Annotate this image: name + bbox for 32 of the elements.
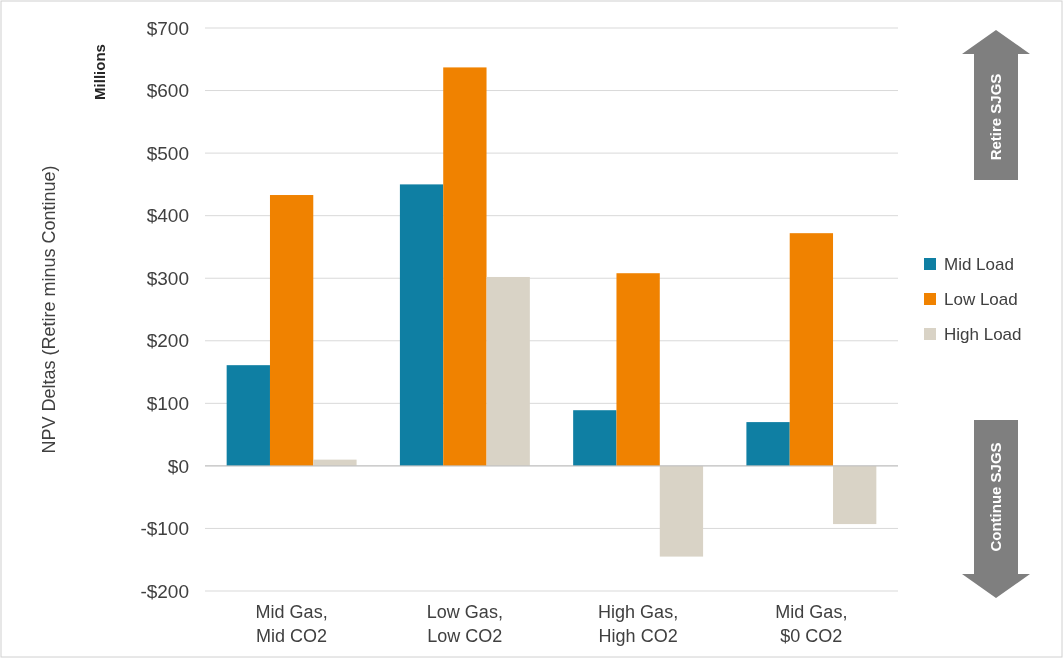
bar [616, 273, 660, 466]
y-axis-title: NPV Deltas (Retire minus Continue) [39, 165, 59, 454]
text: Continue SJGS [987, 442, 1005, 552]
x-tick-label: High Gas, High CO2 [598, 602, 679, 646]
bar [573, 410, 617, 466]
y-tick-label: $300 [146, 267, 189, 289]
bar [746, 422, 790, 466]
y-tick-label: $600 [146, 80, 189, 102]
y-tick-label: $0 [167, 455, 189, 477]
y-tick-label: $200 [146, 330, 189, 352]
y-tick-label: $500 [146, 142, 189, 164]
bar [269, 195, 314, 466]
y-tick-label: -$200 [140, 580, 189, 602]
y-tick-label: $700 [146, 17, 189, 39]
legend-label: Low Load [944, 289, 1018, 309]
y-tick-label: -$100 [140, 518, 189, 540]
legend-label: Mid Load [944, 254, 1014, 274]
bar [789, 233, 834, 466]
text: Retire SJGS [987, 73, 1005, 161]
bar [226, 365, 270, 466]
text: Millions [91, 44, 108, 100]
x-tick-label: Mid Gas, Mid CO2 [255, 602, 328, 646]
x-tick-label: Mid Gas, $0 CO2 [775, 602, 848, 646]
y-tick-label: $100 [146, 392, 189, 414]
y-tick-label: $400 [146, 205, 189, 227]
x-tick-label: Low Gas, Low CO2 [426, 602, 503, 646]
bar [486, 276, 530, 466]
bar [443, 67, 487, 466]
bar [659, 465, 704, 557]
legend-label: High Load [944, 324, 1022, 344]
bar [833, 465, 877, 525]
bar [399, 184, 444, 466]
